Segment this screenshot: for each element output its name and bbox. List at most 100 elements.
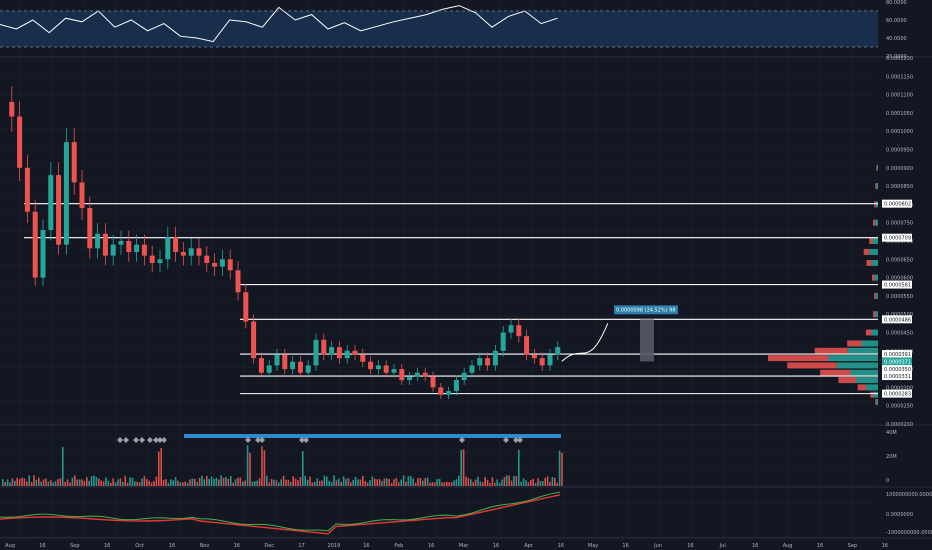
volume-pane — [2, 434, 563, 486]
price-tick-label: 0.0001050 — [886, 111, 913, 117]
volume-bar — [215, 477, 218, 486]
candle-body — [126, 241, 132, 252]
level-tag-label: 0.0000331 — [884, 374, 911, 380]
level-tag-bg — [882, 389, 912, 398]
time-tick-label: 16 — [882, 543, 888, 549]
level-tag-label: 0.0000486 — [884, 317, 911, 323]
time-tick-label: 16 — [558, 543, 564, 549]
volume-bar — [33, 475, 35, 486]
volume-bar — [422, 480, 424, 486]
level-tag-label: 0.0000802 — [884, 202, 911, 208]
candles — [9, 86, 561, 399]
time-tick-label: 17 — [298, 543, 304, 549]
time-tick-label: Jun — [653, 543, 662, 549]
volume-bar — [153, 481, 155, 486]
price-tick-label: 0.0001200 — [886, 56, 913, 62]
volume-bar — [177, 480, 179, 486]
volume-bar — [520, 481, 522, 486]
candle-body — [446, 391, 452, 395]
volume-bar — [126, 482, 129, 486]
volume-bar — [189, 479, 191, 486]
level-tag-bg — [882, 199, 912, 208]
profile-up-bar — [875, 311, 878, 318]
volume-bar — [350, 482, 352, 486]
volume-bar — [16, 477, 18, 486]
candle-body — [438, 387, 444, 395]
volume-bar — [318, 480, 321, 486]
profile-down-bar — [875, 399, 877, 406]
price-tick-label: 0.0001100 — [886, 93, 913, 99]
volume-bar — [244, 480, 246, 486]
candle-body — [118, 241, 124, 245]
volume-bar — [179, 482, 182, 486]
profile-down-bar — [847, 340, 862, 347]
volume-bar — [81, 479, 83, 486]
candle-body — [243, 292, 249, 322]
volume-bar — [323, 475, 326, 486]
profile-up-bar — [875, 219, 878, 226]
candle-body — [422, 372, 428, 377]
time-tick-label: Dec — [264, 543, 274, 549]
volume-bar — [64, 481, 66, 486]
volume-bar — [434, 482, 436, 486]
candle-body — [17, 116, 23, 168]
volume-bar — [59, 478, 62, 486]
volume-bar — [342, 476, 345, 486]
oscillator-tick-label: -1000000000.0000000 — [886, 530, 932, 536]
volume-bar — [525, 480, 527, 486]
volume-bar — [122, 481, 124, 486]
level-tag-bg — [882, 372, 912, 381]
volume-bar — [460, 450, 462, 486]
candle-body — [173, 237, 179, 252]
volume-bar — [222, 477, 225, 486]
price-tick-label: 0.0000200 — [886, 422, 913, 428]
candle-body — [9, 101, 15, 117]
candle-body — [555, 347, 561, 355]
event-marker — [117, 437, 123, 443]
profile-up-bar — [875, 292, 878, 299]
volume-bar — [167, 482, 170, 486]
event-bar — [184, 434, 561, 438]
volume-bar — [393, 479, 395, 486]
candle-body — [282, 354, 288, 370]
volume-bar — [414, 482, 417, 486]
volume-bar — [100, 480, 102, 486]
volume-bar — [186, 482, 189, 486]
price-tick-label: 0.0000850 — [886, 184, 913, 190]
candle-body — [321, 339, 327, 355]
candle-body — [352, 350, 358, 355]
oscillator-red-line — [0, 494, 561, 535]
volume-bar — [321, 480, 323, 486]
candle-body — [56, 175, 62, 245]
volume-bar — [522, 478, 525, 486]
volume-bar — [23, 478, 26, 486]
price-tick-label: 0.0000600 — [886, 276, 913, 282]
volume-bar — [184, 481, 186, 486]
time-axis[interactable]: Aug 16 Sep 16 Oct 16 Nov 16 Dec 17 2019 16 Feb 16 Mar 1… — [0, 537, 932, 549]
candle-body — [102, 233, 108, 256]
volume-bar — [338, 478, 340, 486]
volume-bar — [299, 477, 302, 486]
candle-body — [87, 208, 93, 249]
profile-up-bar — [871, 259, 878, 266]
current-tag-bg — [882, 365, 912, 374]
profile-down-bar — [871, 274, 875, 281]
volume-bar — [515, 476, 518, 486]
volume-bar — [362, 475, 364, 486]
volume-bar — [386, 478, 388, 486]
volume-bar — [256, 480, 258, 486]
time-tick-label: Oct — [135, 543, 144, 549]
volume-bar — [2, 479, 4, 486]
volume-bar — [378, 479, 381, 486]
volume-bar — [282, 475, 285, 486]
profile-down-bar — [863, 248, 870, 255]
current-tag-label: 0.0000350 — [884, 367, 911, 373]
price-axis[interactable]: 80.0000 60.0000 40.0000 20.00000.0001200 0.0… — [882, 0, 932, 536]
level-tag-bg — [882, 315, 912, 324]
volume-bar — [38, 477, 40, 486]
volume-bar — [203, 479, 206, 486]
candle-body — [71, 142, 77, 183]
volume-bar — [230, 475, 232, 486]
event-marker — [259, 437, 265, 443]
price-tick-label: 0.0000900 — [886, 166, 913, 172]
